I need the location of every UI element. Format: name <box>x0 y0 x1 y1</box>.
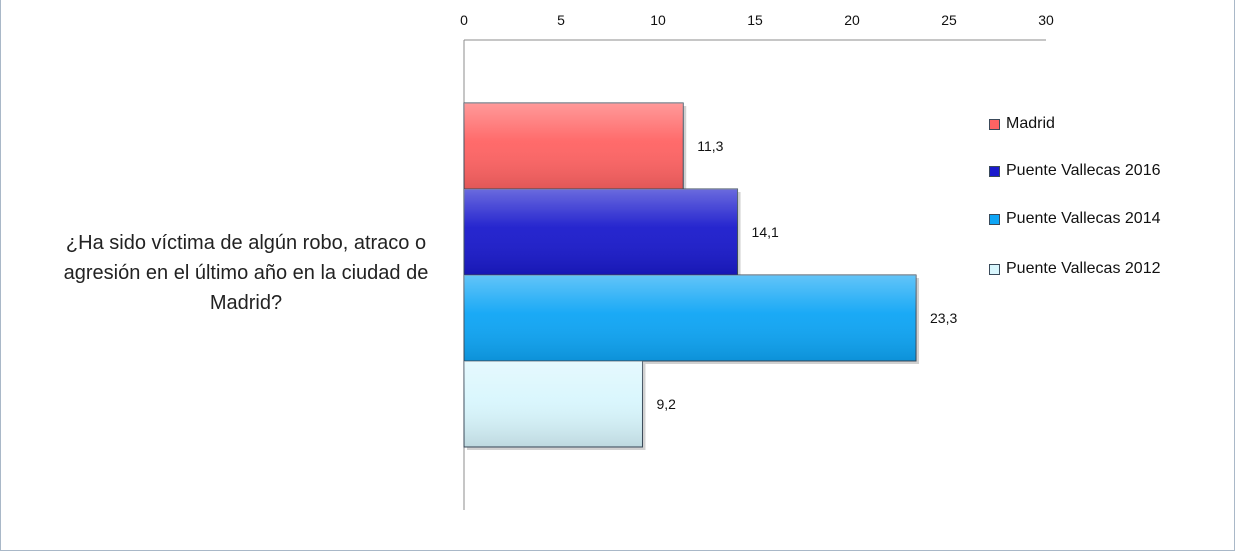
x-tick-label: 15 <box>747 12 763 28</box>
legend-label-madrid: Madrid <box>1006 115 1055 132</box>
legend-swatch-pv-2014 <box>989 213 1000 225</box>
legend-label-pv-2012: Puente Vallecas 2012 <box>1006 260 1161 277</box>
bar-group: 11,3 <box>463 102 724 192</box>
bar-group: 9,2 <box>463 360 676 450</box>
bar-highlight <box>464 189 738 275</box>
data-label: 11,3 <box>697 138 723 154</box>
bar-highlight <box>464 103 684 189</box>
bar-group: 23,3 <box>463 274 957 364</box>
bar-group: 14,1 <box>463 188 779 278</box>
category-label: ¿Ha sido víctima de algún robo, atraco o… <box>63 232 429 314</box>
x-tick-label: 5 <box>557 12 565 28</box>
legend-swatch-madrid <box>989 118 1000 130</box>
legend-label-pv-2016: Puente Vallecas 2016 <box>1006 162 1161 179</box>
x-tick-label: 10 <box>650 12 666 28</box>
x-tick-label: 25 <box>941 12 957 28</box>
x-tick-label: 0 <box>460 12 468 28</box>
legend-item-madrid: Madrid <box>989 113 1055 135</box>
legend-label-pv-2014: Puente Vallecas 2014 <box>1006 210 1161 227</box>
x-tick-label: 20 <box>844 12 860 28</box>
bar-highlight <box>464 361 643 447</box>
legend-swatch-pv-2012 <box>989 263 1000 275</box>
bar-layer: 11,3 14,1 23,3 9,2 <box>463 102 957 450</box>
data-label: 23,3 <box>930 310 957 326</box>
legend-item-pv-2016: Puente Vallecas 2016 <box>989 160 1160 182</box>
legend-item-pv-2014: Puente Vallecas 2014 <box>989 208 1160 230</box>
legend-item-pv-2012: Puente Vallecas 2012 <box>989 258 1160 280</box>
data-label: 14,1 <box>752 224 779 240</box>
bar-highlight <box>464 275 917 361</box>
data-label: 9,2 <box>656 396 676 412</box>
x-tick-label: 30 <box>1038 12 1054 28</box>
legend-swatch-pv-2016 <box>989 165 1000 177</box>
